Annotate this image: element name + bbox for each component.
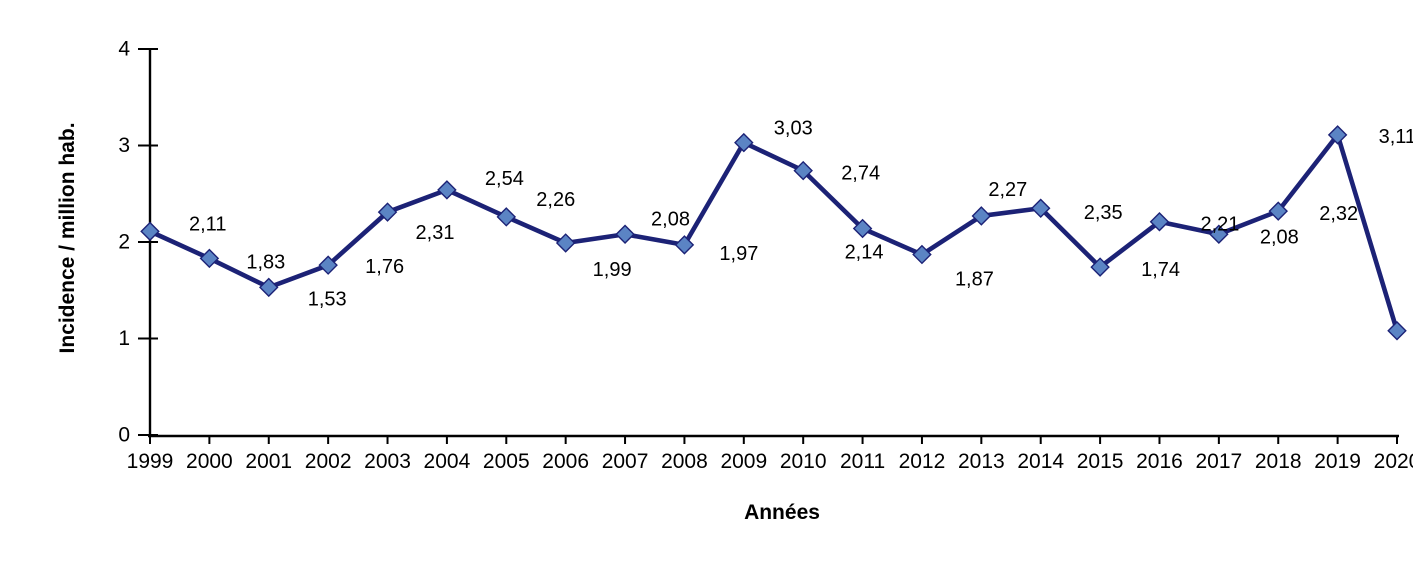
data-label-2004: 2,54 <box>485 168 524 190</box>
data-point-2005 <box>496 207 517 227</box>
data-point-2001 <box>259 277 279 298</box>
data-label-2012: 1,87 <box>955 269 994 291</box>
data-point-2011 <box>852 218 873 239</box>
x-tick-label-2014: 2014 <box>1017 450 1064 473</box>
y-axis-title: Incidence / million hab. <box>56 122 79 353</box>
data-label-2017: 2,08 <box>1260 226 1299 248</box>
x-axis-title: Années <box>744 501 820 524</box>
y-tick-label: 4 <box>118 38 130 61</box>
data-point-2014 <box>1030 198 1051 218</box>
data-label-2001: 1,53 <box>308 288 347 310</box>
x-tick-label-1999: 1999 <box>127 450 174 473</box>
x-tick-label-2003: 2003 <box>364 450 411 473</box>
x-tick-label-2012: 2012 <box>899 450 946 473</box>
data-label-2007: 2,08 <box>651 208 690 230</box>
data-point-2003 <box>377 202 398 222</box>
data-label-2016: 2,21 <box>1200 214 1239 236</box>
data-point-2000 <box>199 248 220 269</box>
data-point-2013 <box>971 206 992 226</box>
series-line <box>147 132 1400 334</box>
data-label-2011: 2,14 <box>845 241 884 263</box>
x-tick-label-2005: 2005 <box>483 450 530 473</box>
x-tick-label-2016: 2016 <box>1136 450 1183 473</box>
x-tick-label-2010: 2010 <box>780 450 827 473</box>
x-tick-label-2019: 2019 <box>1314 450 1361 473</box>
data-label-2006: 1,99 <box>593 259 632 281</box>
data-label-2013: 2,27 <box>988 179 1027 201</box>
chart-canvas: 0 1 2 3 4 1999 2000 2001 2002 2003 2004 2005 2006 200… <box>56 38 1413 525</box>
x-tick-label-2013: 2013 <box>958 450 1005 473</box>
data-label-2009: 3,03 <box>774 118 813 140</box>
x-tick-label-2006: 2006 <box>542 450 589 473</box>
data-point-2017 <box>1209 224 1229 245</box>
data-label-2003: 2,31 <box>416 222 455 244</box>
y-tick-label: 0 <box>118 424 130 447</box>
incidence-line-chart: 0 1 2 3 4 1999 2000 2001 2002 2003 2004 2005 2006 200… <box>40 16 1413 546</box>
y-tick-label: 2 <box>118 231 130 254</box>
x-tick-label-2011: 2011 <box>840 450 885 473</box>
x-tick-label-2017: 2017 <box>1195 450 1242 473</box>
plot-area: 0 1 2 3 4 1999 2000 2001 2002 2003 2004 2005 2006 200… <box>118 38 1413 474</box>
data-label-2019: 3,11 <box>1379 126 1413 148</box>
data-label-2000: 1,83 <box>246 251 285 273</box>
data-point-2002 <box>318 255 338 275</box>
data-point-2016 <box>1149 211 1170 232</box>
x-tick-label-2018: 2018 <box>1255 450 1302 473</box>
data-label-2015: 1,74 <box>1141 259 1180 281</box>
data-label-2002: 1,76 <box>365 256 404 278</box>
data-point-1999 <box>140 221 160 242</box>
x-tick-label-2009: 2009 <box>720 450 767 473</box>
data-point-2010 <box>793 160 813 181</box>
data-point-2012 <box>912 244 932 265</box>
data-point-2018 <box>1268 201 1288 221</box>
x-tick-label-2001: 2001 <box>245 450 292 473</box>
data-label-2014: 2,35 <box>1084 202 1123 224</box>
data-point-2004 <box>437 180 457 200</box>
data-label-2010: 2,74 <box>841 163 880 185</box>
data-point-2009 <box>734 132 754 153</box>
x-tick-label-2007: 2007 <box>602 450 649 473</box>
data-point-2020 <box>1387 321 1407 341</box>
data-label-2005: 2,26 <box>536 189 575 211</box>
data-label-2018: 2,32 <box>1319 203 1358 225</box>
x-tick-label-2015: 2015 <box>1077 450 1124 473</box>
data-point-2015 <box>1090 257 1110 277</box>
data-label-1999: 2,11 <box>189 213 226 235</box>
x-tick-label-2002: 2002 <box>305 450 352 473</box>
data-point-2008 <box>674 235 695 255</box>
x-tick-label-2000: 2000 <box>186 450 233 473</box>
y-tick-label: 1 <box>118 327 130 350</box>
data-point-2019 <box>1327 125 1348 145</box>
x-tick-label-2008: 2008 <box>661 450 708 473</box>
y-tick-label: 3 <box>118 134 130 157</box>
data-point-2007 <box>615 224 635 245</box>
x-tick-label-2004: 2004 <box>424 450 471 473</box>
x-tick-label-2020: 2020 <box>1374 450 1413 473</box>
data-point-2006 <box>555 233 576 253</box>
data-label-2008: 1,97 <box>719 243 758 265</box>
